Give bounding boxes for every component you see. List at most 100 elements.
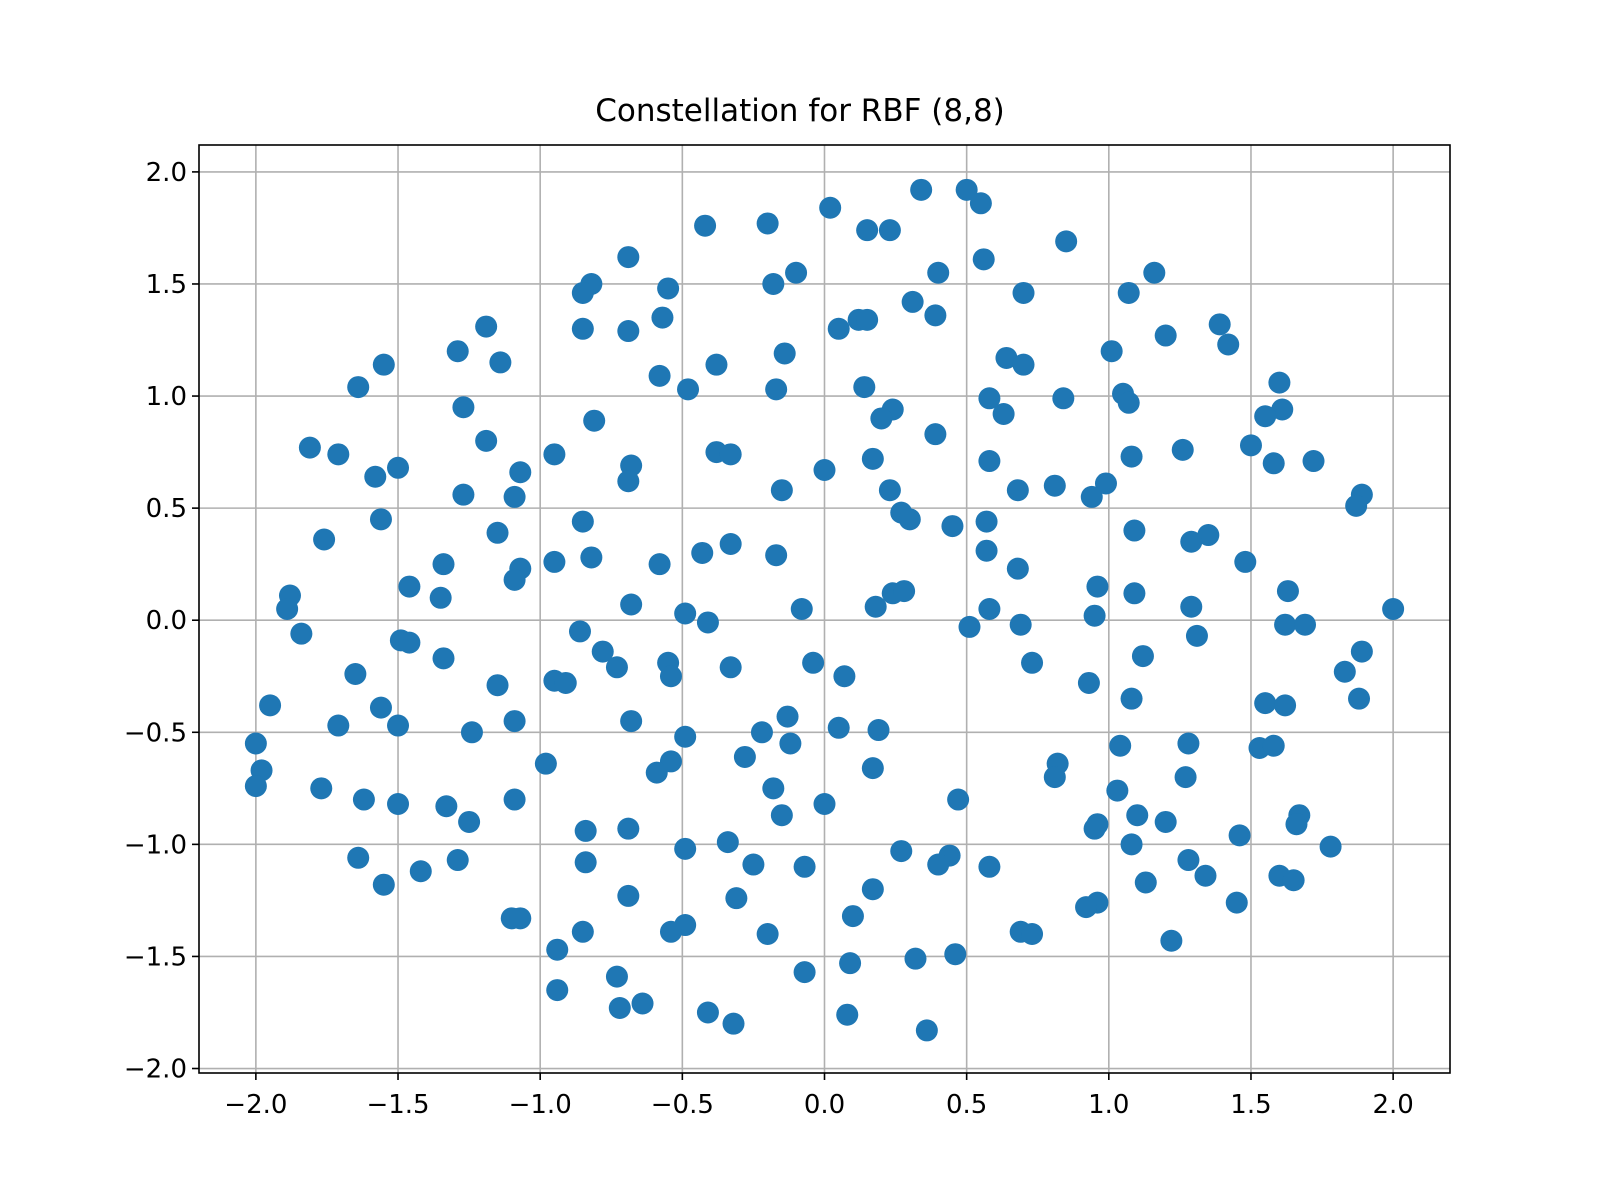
data-point: [1009, 613, 1032, 636]
data-point: [486, 674, 509, 697]
data-point: [372, 873, 395, 896]
data-point: [1077, 671, 1100, 694]
data-point: [1123, 519, 1146, 542]
data-point: [1086, 575, 1109, 598]
x-tick-label: −2.0: [224, 1090, 287, 1120]
data-point: [1225, 891, 1248, 914]
chart-title: Constellation for RBF (8,8): [595, 93, 1005, 129]
data-point: [1333, 660, 1356, 683]
data-point: [591, 640, 614, 663]
data-point: [352, 788, 375, 811]
data-point: [813, 793, 836, 816]
data-point: [941, 515, 964, 538]
data-point: [1080, 485, 1103, 508]
data-point: [398, 631, 421, 654]
data-point: [955, 178, 978, 201]
x-tick-label: 0.0: [804, 1090, 845, 1120]
data-point: [901, 290, 924, 313]
data-point: [1194, 864, 1217, 887]
data-point: [1268, 371, 1291, 394]
data-point: [691, 541, 714, 564]
data-point: [677, 378, 700, 401]
data-point: [344, 663, 367, 686]
data-point: [1012, 281, 1035, 304]
data-point: [1126, 804, 1149, 827]
x-tick-label: 2.0: [1372, 1090, 1413, 1120]
data-point: [534, 752, 557, 775]
data-point: [571, 281, 594, 304]
data-point: [583, 409, 606, 432]
data-point: [924, 423, 947, 446]
data-point: [716, 831, 739, 854]
data-point: [750, 721, 773, 744]
data-point: [432, 647, 455, 670]
data-point: [1217, 333, 1240, 356]
data-point: [276, 598, 299, 620]
x-axis-ticks: −2.0 −1.5 −1.0 −0.5 0.0 0.5 1.0 1.5 2.0: [224, 1073, 1414, 1120]
data-point: [992, 402, 1015, 425]
data-point: [1282, 869, 1305, 892]
data-point: [674, 725, 697, 748]
data-point: [978, 387, 1001, 410]
data-point: [898, 508, 921, 531]
data-point: [1160, 929, 1183, 952]
data-point: [1348, 687, 1371, 710]
data-point: [1120, 833, 1143, 856]
grid: [199, 145, 1450, 1073]
data-point: [1239, 434, 1262, 457]
data-point: [327, 443, 350, 466]
data-point: [878, 219, 901, 242]
data-point: [1208, 313, 1231, 336]
data-point: [509, 461, 532, 484]
data-point: [770, 479, 793, 502]
data-point: [978, 855, 1001, 878]
data-point: [1274, 613, 1297, 636]
data-point: [1262, 452, 1285, 475]
data-point: [259, 694, 282, 717]
data-point: [409, 860, 432, 883]
data-point: [1254, 405, 1277, 428]
data-point: [327, 714, 350, 737]
data-point: [489, 351, 512, 374]
data-point: [1197, 524, 1220, 547]
data-point: [1174, 766, 1197, 789]
data-point: [1117, 391, 1140, 414]
data-point: [446, 849, 469, 872]
data-point: [995, 346, 1018, 369]
data-point: [861, 878, 884, 901]
data-point: [870, 407, 893, 430]
data-point: [1134, 871, 1157, 894]
data-point: [387, 714, 410, 737]
data-point: [975, 539, 998, 562]
data-point: [620, 593, 643, 616]
data-point: [793, 961, 816, 984]
data-point: [313, 528, 336, 551]
data-point: [827, 716, 850, 739]
y-tick-label: −2.0: [124, 1055, 187, 1085]
data-point: [719, 532, 742, 555]
data-point: [1006, 557, 1029, 580]
data-point: [398, 575, 421, 598]
data-point: [435, 795, 458, 818]
data-point: [978, 598, 1001, 620]
data-point: [571, 920, 594, 943]
data-point: [694, 214, 717, 237]
data-point: [1228, 824, 1251, 847]
data-point: [387, 793, 410, 816]
data-point: [364, 465, 387, 488]
data-point: [1123, 582, 1146, 605]
data-point: [432, 553, 455, 576]
data-point: [503, 568, 526, 591]
data-point: [733, 745, 756, 768]
data-point: [836, 1003, 859, 1026]
data-point: [819, 196, 842, 219]
y-tick-label: 0.0: [146, 606, 187, 636]
data-point: [756, 212, 779, 235]
data-point: [839, 952, 862, 975]
data-point: [1100, 340, 1123, 363]
data-point: [972, 248, 995, 271]
data-point: [617, 470, 640, 493]
y-tick-label: 2.0: [146, 158, 187, 188]
data-point: [1302, 450, 1325, 473]
data-point: [475, 315, 498, 338]
